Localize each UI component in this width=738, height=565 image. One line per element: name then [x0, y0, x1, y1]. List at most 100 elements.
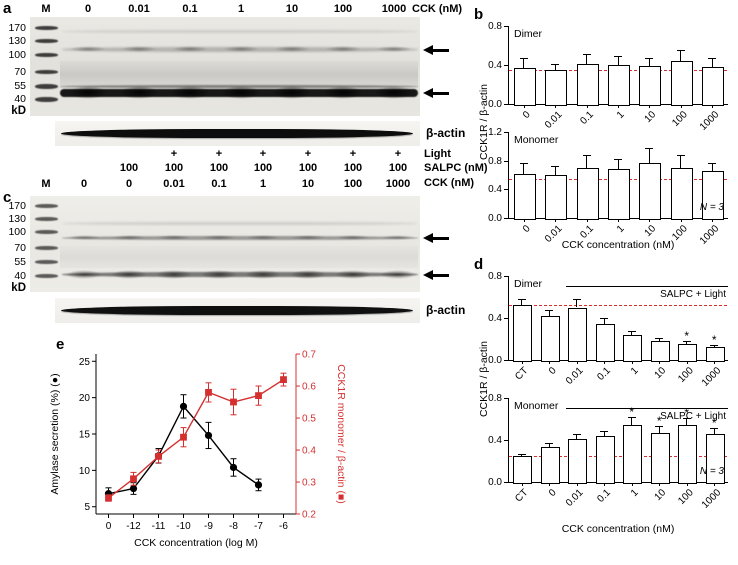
mw-marker-a: 55 — [14, 80, 26, 92]
beta-actin-band — [61, 306, 413, 315]
light-plus-sign: + — [259, 148, 267, 160]
error-bar-cap — [676, 50, 685, 52]
y-tick — [504, 318, 508, 319]
marker-band — [35, 53, 58, 57]
error-bar — [617, 56, 619, 65]
chart-title: Dimer — [514, 278, 542, 290]
treatment-bracket-line — [566, 408, 728, 410]
y-tick-label: 0.4 — [488, 313, 502, 324]
salpc-concentration-value: 100 — [253, 162, 273, 174]
western-blot-a — [30, 17, 420, 116]
left-tick-label: 15 — [79, 430, 91, 441]
monomer-band-arrow-icon-a — [423, 88, 451, 98]
marker-lane-label-a: M — [41, 3, 51, 15]
x-tick — [555, 219, 557, 222]
marker-band — [35, 39, 58, 43]
salpc-concentration-value: 100 — [388, 162, 408, 174]
x-tick — [555, 105, 557, 108]
y-tick-label: 0.0 — [488, 99, 502, 110]
cck-concentration-value: 1000 — [385, 178, 411, 190]
mw-marker-c: 170 — [8, 200, 26, 212]
error-bar — [521, 453, 523, 456]
left-axis-title: Amylase secretion (%) (●) — [49, 373, 61, 494]
y-tick-label: 0.8 — [488, 393, 502, 404]
error-bar-cap — [676, 154, 685, 156]
x-tick — [604, 483, 606, 486]
kd-label-a: kD — [11, 105, 26, 117]
bar-0.01 — [545, 175, 568, 220]
treatment-bracket-label: SALPC + Light — [660, 411, 726, 422]
lane-label-a: 10 — [285, 3, 299, 15]
error-bar — [586, 54, 588, 65]
mw-marker-a: 100 — [8, 49, 26, 61]
x-tick — [649, 105, 651, 108]
error-bar — [658, 337, 660, 342]
error-bar-cap — [551, 64, 560, 66]
x-tick — [549, 483, 551, 486]
monomer-band-blob — [119, 86, 159, 99]
data-point-square — [180, 433, 187, 441]
error-bar — [686, 341, 688, 345]
dimer-band-blob — [336, 235, 370, 240]
bar-0.01 — [545, 69, 568, 106]
x-tick — [714, 483, 716, 486]
marker-band — [35, 70, 58, 74]
data-point-square — [255, 392, 262, 399]
dimer-band-blob — [246, 235, 280, 240]
error-bar — [554, 166, 556, 175]
bar-0.1 — [595, 324, 615, 362]
marker-band — [35, 84, 58, 89]
data-point-circle — [254, 481, 263, 489]
error-bar-cap — [645, 148, 654, 150]
error-bar-cap — [682, 417, 691, 419]
y-axis — [508, 26, 509, 105]
treatment-bracket-line — [566, 286, 728, 288]
monomer-band-blob — [170, 86, 210, 99]
x-tick-text: 0.01 — [564, 487, 586, 509]
x-tick — [618, 219, 619, 222]
error-bar — [523, 162, 525, 174]
x-tick-label: -11 — [152, 521, 166, 532]
significance-marker: * — [656, 414, 662, 429]
arrow-shaft — [431, 273, 449, 277]
error-bar-cap — [519, 58, 528, 60]
data-point-square — [230, 398, 237, 406]
error-bar-cap — [519, 162, 528, 164]
cck-row-label: CCK (nM) — [424, 177, 475, 189]
error-bar-cap — [614, 56, 622, 58]
monomer-band-blob — [68, 86, 108, 99]
cck-concentration-value: 0 — [80, 178, 88, 190]
x-tick-text: 0.1 — [578, 109, 596, 127]
monomer-band-blob — [272, 86, 312, 99]
monomer-band-blob — [111, 270, 147, 279]
light-plus-sign: + — [304, 148, 312, 160]
lane-label-a: 0 — [84, 3, 92, 15]
reference-line — [509, 455, 727, 457]
y-axis — [508, 132, 509, 219]
n-label: N = 3 — [699, 202, 724, 213]
x-axis — [508, 360, 728, 361]
significance-marker: * — [684, 329, 690, 344]
arrow-head-icon — [423, 45, 433, 55]
mw-marker-c: 40 — [14, 270, 26, 282]
dimer-band-blob — [121, 46, 157, 52]
salpc-concentration-value: 100 — [298, 162, 318, 174]
error-bar-cap — [551, 166, 560, 168]
x-tick — [712, 105, 714, 108]
y-tick — [504, 218, 508, 219]
light-plus-sign: + — [394, 148, 402, 160]
y-tick-label: 0.4 — [488, 60, 502, 71]
error-bar — [586, 154, 588, 168]
significance-marker: * — [629, 404, 635, 419]
x-tick-label: 0 — [106, 521, 112, 532]
x-tick — [659, 483, 661, 486]
light-plus-sign: + — [349, 148, 357, 160]
y-tick-label: 0.8 — [488, 155, 502, 167]
y-tick — [504, 160, 508, 162]
x-tick — [680, 219, 682, 222]
data-point-square — [105, 494, 112, 502]
x-tick — [659, 361, 661, 364]
beta-actin-blot-c — [55, 298, 420, 323]
error-bar — [548, 309, 550, 316]
